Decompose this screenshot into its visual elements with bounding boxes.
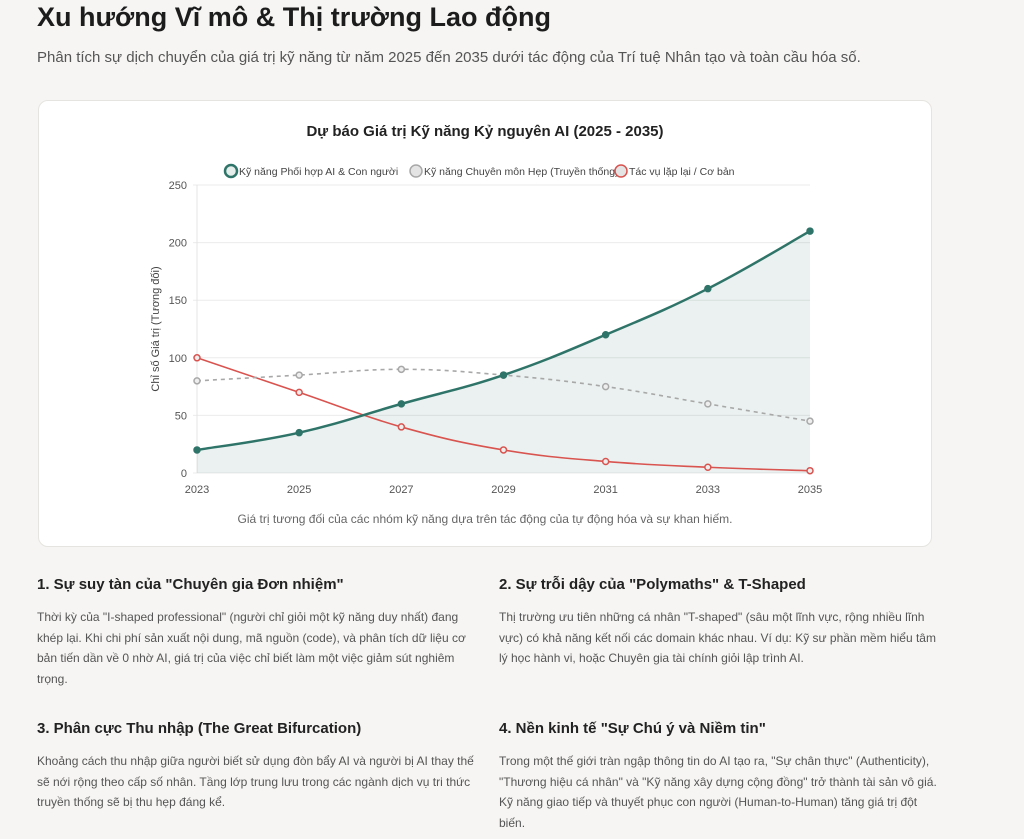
page-title: Xu hướng Vĩ mô & Thị trường Lao động (37, 2, 551, 32)
section-1: 1. Sự suy tàn của "Chuyên gia Đơn nhiệm"… (37, 576, 477, 689)
y-tick-label: 50 (175, 410, 187, 422)
x-tick-label: 2031 (593, 484, 617, 496)
section-body: Trong một thế giới tràn ngập thông tin d… (499, 754, 937, 830)
data-point (704, 400, 712, 408)
y-tick-label: 0 (181, 468, 187, 480)
data-point (397, 400, 406, 408)
legend-swatch (223, 163, 239, 179)
y-axis-label: Chỉ số Giá trị (Tương đối) (150, 266, 162, 391)
chart-card: Dự báo Giá trị Kỹ năng Kỷ nguyên AI (202… (38, 100, 932, 547)
section-3: 3. Phân cực Thu nhập (The Great Bifurcat… (37, 720, 477, 813)
data-point (295, 371, 303, 379)
section-body: Thời kỳ của "I-shaped professional" (ngư… (37, 610, 466, 686)
section-title: 3. Phân cực Thu nhập (The Great Bifurcat… (37, 720, 362, 737)
section-body: Khoảng cách thu nhập giữa người biết sử … (37, 754, 474, 809)
data-point (704, 463, 712, 471)
chart-caption: Giá trị tương đối của các nhóm kỹ năng d… (237, 512, 733, 526)
legend-swatch (614, 164, 628, 178)
section-body: Thị trường ưu tiên những cá nhân "T-shap… (499, 610, 936, 665)
x-tick-label: 2023 (185, 484, 209, 496)
data-point (601, 382, 610, 391)
x-tick-label: 2025 (287, 484, 311, 496)
data-point (397, 365, 406, 374)
y-tick-label: 100 (169, 353, 187, 365)
data-point (397, 423, 406, 431)
section-title: 4. Nền kinh tế "Sự Chú ý và Niềm tin" (499, 720, 766, 737)
data-point (193, 446, 201, 454)
data-point (193, 377, 201, 385)
data-point (704, 284, 712, 293)
legend-swatch (409, 164, 423, 178)
x-tick-label: 2035 (798, 484, 822, 496)
x-tick-label: 2029 (491, 484, 515, 496)
data-point (601, 331, 610, 339)
data-point (806, 227, 814, 235)
y-tick-label: 250 (169, 180, 187, 192)
section-2: 2. Sự trỗi dậy của "Polymaths" & T-Shape… (499, 576, 939, 669)
y-tick-label: 200 (169, 238, 187, 250)
data-point (295, 388, 303, 397)
section-title: 2. Sự trỗi dậy của "Polymaths" & T-Shape… (499, 576, 806, 593)
section-title: 1. Sự suy tàn của "Chuyên gia Đơn nhiệm" (37, 576, 344, 593)
data-point (295, 428, 303, 437)
data-point (193, 354, 201, 362)
data-point (499, 446, 508, 454)
data-point (601, 457, 610, 466)
x-tick-label: 2027 (389, 484, 413, 496)
y-tick-label: 150 (169, 295, 187, 307)
section-4: 4. Nền kinh tế "Sự Chú ý và Niềm tin" Tr… (499, 720, 939, 833)
legend-label: Kỹ năng Chuyên môn Hẹp (Truyền thống) (424, 166, 619, 178)
data-point (806, 417, 814, 425)
chart-title: Dự báo Giá trị Kỹ năng Kỷ nguyên AI (202… (306, 123, 664, 140)
page-subtitle: Phân tích sự dịch chuyển của giá trị kỹ … (37, 49, 861, 66)
skill-value-chart: 0 50 100 150 200 250 2023 2025 2027 2029 2031 2033 2… (150, 163, 822, 496)
data-point (499, 371, 508, 379)
legend-label: Kỹ năng Phối hợp AI & Con người (239, 166, 398, 178)
data-point (806, 466, 814, 475)
x-tick-label: 2033 (696, 484, 720, 496)
series-area (197, 231, 810, 473)
legend-label: Tác vụ lặp lại / Cơ bản (629, 166, 735, 178)
